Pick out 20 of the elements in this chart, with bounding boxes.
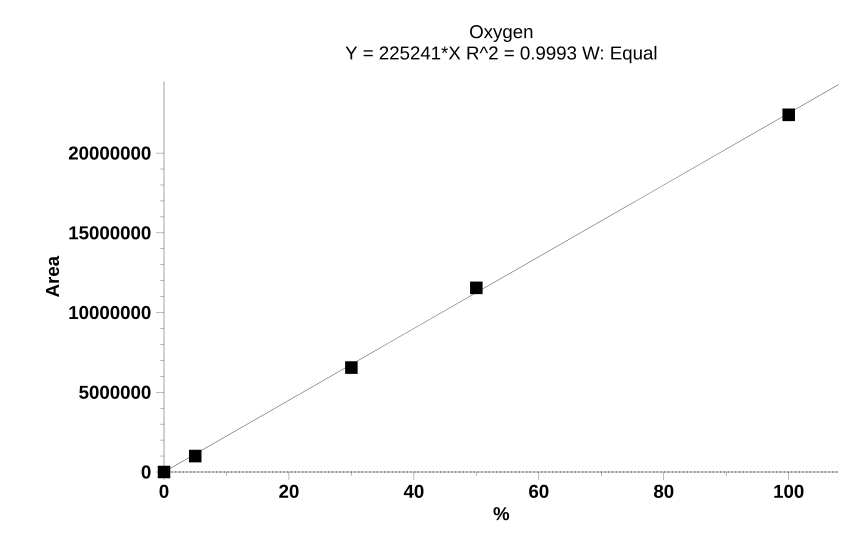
y-tick-label: 0	[142, 465, 151, 479]
x-tick-label: 60	[529, 484, 548, 498]
x-tick-label: 80	[654, 484, 674, 498]
point	[188, 450, 202, 462]
y-tick-label: 15000000	[69, 226, 151, 240]
point	[158, 466, 170, 478]
y-tick-label: 20000000	[68, 146, 151, 160]
point	[470, 282, 483, 294]
y-tick-label: 10000000	[69, 306, 151, 320]
chart-title: Oxygen	[470, 25, 532, 42]
point	[782, 108, 795, 122]
point	[345, 361, 358, 374]
x-tick-label: 0	[160, 484, 168, 498]
x-tick-label: 40	[404, 484, 424, 498]
x-axis-title: %	[494, 507, 510, 520]
y-axis-title: Area	[46, 256, 60, 297]
x-tick-label: 100	[774, 484, 804, 498]
chart-subtitle: Y = 225241*X R^2 = 0.9993 W: Equal	[346, 46, 656, 64]
x-tick-label: 20	[279, 484, 299, 498]
y-tick-label: 5000000	[79, 386, 151, 399]
